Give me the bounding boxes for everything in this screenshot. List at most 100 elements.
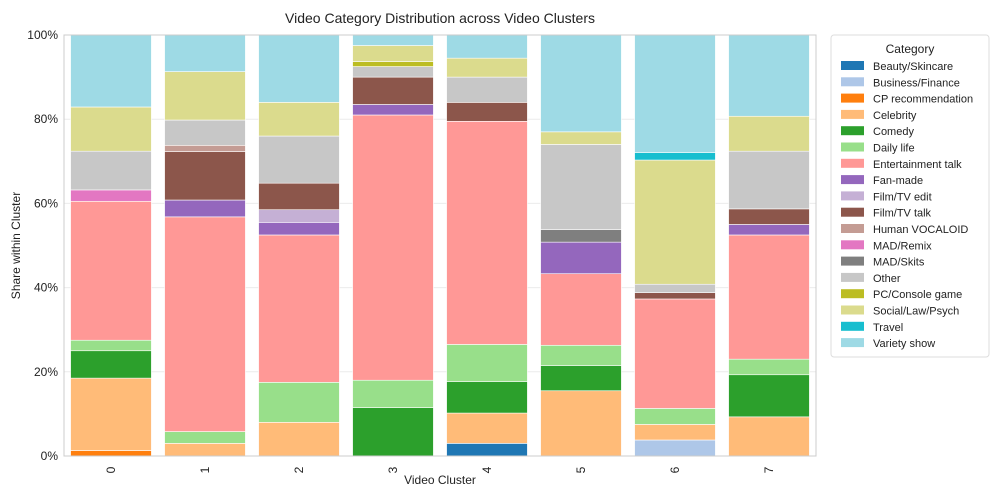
bar-segment-daily-life-cluster-4: [446, 344, 528, 382]
bar-segment-fan-made-cluster-2: [258, 222, 340, 236]
bar-segment-entertainment-talk-cluster-4: [446, 121, 528, 345]
legend-swatch-travel: [841, 321, 864, 331]
y-tick-label: 0%: [41, 449, 59, 463]
bar-segment-daily-life-cluster-1: [164, 431, 246, 444]
bar-segment-social-law-psych-cluster-3: [352, 45, 434, 62]
bar-segment-other-cluster-2: [258, 135, 340, 184]
bar-segment-social-law-psych-cluster-1: [164, 71, 246, 121]
legend-swatch-film-tv-talk: [841, 207, 864, 217]
bar-segment-social-law-psych-cluster-6: [634, 159, 716, 285]
x-axis-ticks: 0 1 2 3 4 5 6 7: [104, 466, 776, 473]
bar-segment-film-tv-edit-cluster-2: [258, 209, 340, 223]
bar-segment-social-law-psych-cluster-4: [446, 57, 528, 78]
bar-segment-celebrity-cluster-7: [728, 416, 810, 457]
bar-segment-fan-made-cluster-5: [540, 241, 622, 275]
legend-label-cp-recommendation: CP recommendation: [873, 94, 973, 106]
legend-swatch-film-tv-edit: [841, 191, 864, 201]
bar-segment-business-finance-cluster-6: [634, 439, 716, 457]
legend-swatch-pc-console-game: [841, 289, 864, 299]
legend-title: Category: [886, 42, 935, 56]
bars: [70, 33, 810, 457]
bar-segment-other-cluster-6: [634, 283, 716, 293]
bar-segment-social-law-psych-cluster-2: [258, 102, 340, 137]
bar-segment-daily-life-cluster-2: [258, 382, 340, 423]
y-tick-label: 100%: [27, 28, 58, 42]
y-tick-label: 40%: [34, 281, 58, 295]
bar-segment-celebrity-cluster-2: [258, 422, 340, 457]
bar-segment-comedy-cluster-5: [540, 365, 622, 392]
bar-segment-daily-life-cluster-7: [728, 358, 810, 376]
legend-swatch-celebrity: [841, 109, 864, 119]
bar-segment-variety-show-cluster-0: [70, 34, 152, 108]
x-tick-label: 0: [104, 466, 118, 473]
x-tick-label: 4: [480, 466, 494, 473]
bar-segment-variety-show-cluster-1: [164, 34, 246, 72]
bar-segment-fan-made-cluster-1: [164, 199, 246, 218]
bar-segment-pc-console-game-cluster-3: [352, 61, 434, 67]
legend-items: Beauty/Skincare Business/Finance CP recomm…: [841, 61, 973, 350]
y-axis-label: Share within Cluster: [9, 192, 23, 299]
bar-segment-other-cluster-1: [164, 119, 246, 146]
bar-segment-film-tv-talk-cluster-7: [728, 208, 810, 225]
bar-segment-fan-made-cluster-3: [352, 104, 434, 116]
y-axis-ticks: 0% 20% 40% 60% 80% 100%: [27, 28, 58, 463]
bar-segment-daily-life-cluster-3: [352, 379, 434, 408]
bar-segment-comedy-cluster-0: [70, 350, 152, 379]
legend-label-business-finance: Business/Finance: [873, 77, 960, 89]
bar-segment-variety-show-cluster-4: [446, 33, 528, 59]
legend-swatch-comedy: [841, 126, 864, 136]
legend: Category Beauty/Skincare Business/Finance…: [830, 34, 990, 358]
legend-swatch-cp-recommendation: [841, 93, 864, 103]
legend-frame: [830, 34, 990, 358]
legend-swatch-daily-life: [841, 142, 864, 152]
legend-label-film-tv-talk: Film/TV talk: [873, 208, 932, 220]
bar-segment-human-vocaloid-cluster-1: [164, 145, 246, 152]
bar-segment-social-law-psych-cluster-7: [728, 115, 810, 152]
bar-segment-other-cluster-4: [446, 76, 528, 103]
y-tick-label: 60%: [34, 196, 58, 210]
x-tick-label: 2: [292, 466, 306, 473]
x-tick-label: 5: [574, 466, 588, 473]
bar-segment-other-cluster-3: [352, 66, 434, 78]
chart-title: Video Category Distribution across Video…: [285, 10, 595, 26]
legend-swatch-mad-remix: [841, 240, 864, 250]
legend-label-mad-remix: MAD/Remix: [873, 240, 932, 252]
bar-segment-mad-remix-cluster-0: [70, 189, 152, 202]
bar-segment-fan-made-cluster-7: [728, 224, 810, 236]
bar-segment-comedy-cluster-3: [352, 407, 434, 457]
bar-segment-travel-cluster-6: [634, 152, 716, 161]
bar-segment-variety-show-cluster-7: [728, 34, 810, 117]
legend-swatch-social-law-psych: [841, 305, 864, 315]
bar-segment-entertainment-talk-cluster-7: [728, 234, 810, 360]
x-tick-label: 1: [198, 466, 212, 473]
bar-segment-celebrity-cluster-5: [540, 390, 622, 457]
legend-label-comedy: Comedy: [873, 126, 914, 138]
legend-swatch-beauty-skincare: [841, 61, 864, 70]
legend-label-other: Other: [873, 273, 901, 285]
bar-segment-film-tv-talk-cluster-6: [634, 292, 716, 300]
bar-segment-entertainment-talk-cluster-2: [258, 234, 340, 383]
legend-label-variety-show: Variety show: [873, 338, 935, 350]
y-tick-label: 20%: [34, 365, 58, 379]
legend-label-daily-life: Daily life: [873, 143, 915, 155]
bar-segment-entertainment-talk-cluster-0: [70, 200, 152, 341]
bar-segment-daily-life-cluster-5: [540, 344, 622, 366]
x-axis-label: Video Cluster: [404, 473, 476, 487]
legend-label-beauty-skincare: Beauty/Skincare: [873, 61, 953, 73]
legend-swatch-entertainment-talk: [841, 158, 864, 168]
x-tick-label: 6: [668, 466, 682, 473]
bar-segment-social-law-psych-cluster-5: [540, 131, 622, 145]
bar-segment-entertainment-talk-cluster-6: [634, 298, 716, 409]
bar-segment-other-cluster-5: [540, 144, 622, 230]
bar-segment-variety-show-cluster-6: [634, 34, 716, 153]
bar-segment-entertainment-talk-cluster-1: [164, 216, 246, 432]
legend-label-film-tv-edit: Film/TV edit: [873, 191, 932, 203]
bar-segment-celebrity-cluster-0: [70, 377, 152, 451]
y-tick-label: 80%: [34, 112, 58, 126]
legend-swatch-other: [841, 272, 864, 282]
legend-label-travel: Travel: [873, 322, 903, 334]
bar-segment-film-tv-talk-cluster-2: [258, 182, 340, 211]
bar-segment-celebrity-cluster-6: [634, 424, 716, 441]
legend-label-fan-made: Fan-made: [873, 175, 923, 187]
